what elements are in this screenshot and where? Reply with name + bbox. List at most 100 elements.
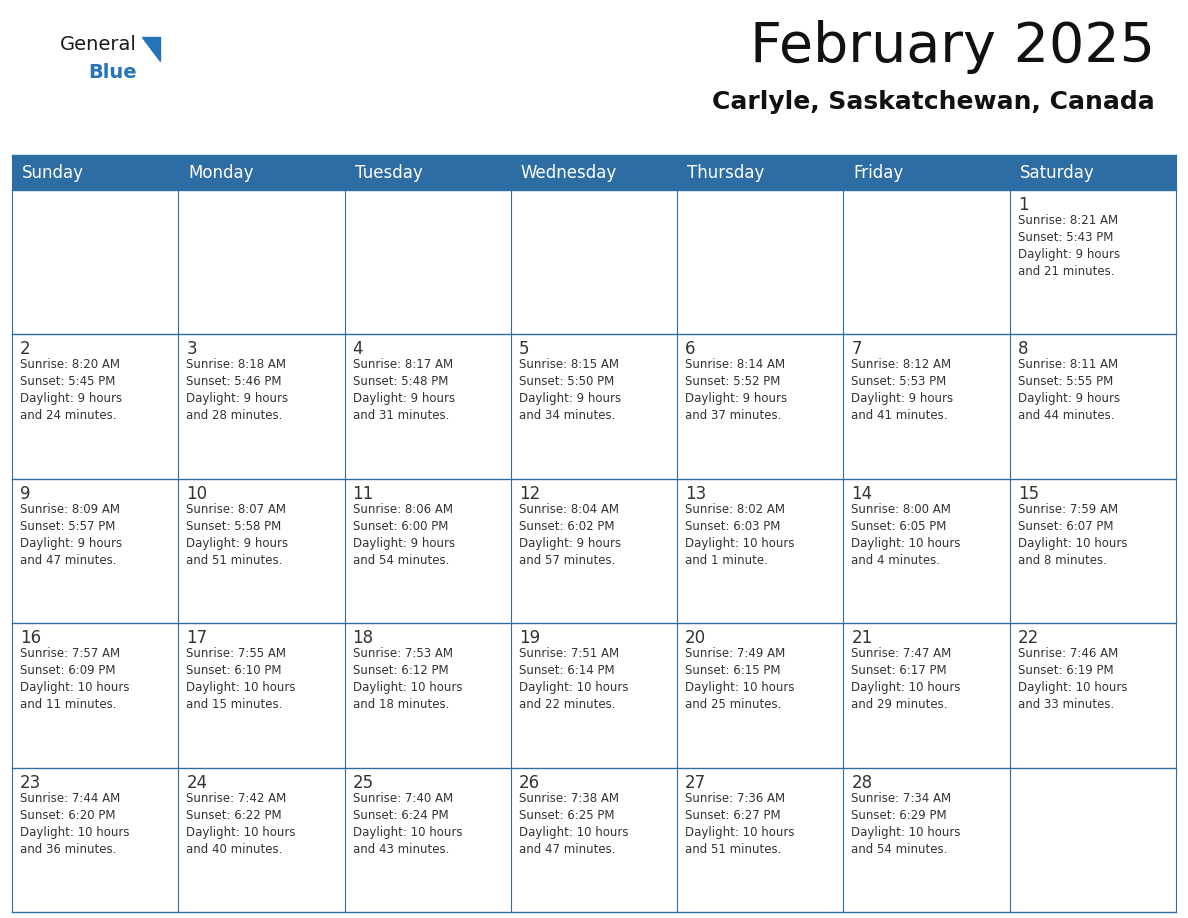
Text: Sunset: 5:50 PM: Sunset: 5:50 PM (519, 375, 614, 388)
Text: and 47 minutes.: and 47 minutes. (20, 554, 116, 566)
Text: February 2025: February 2025 (750, 20, 1155, 74)
Text: Sunset: 5:45 PM: Sunset: 5:45 PM (20, 375, 115, 388)
Bar (1010, 623, 1176, 767)
Text: Daylight: 9 hours: Daylight: 9 hours (353, 537, 455, 550)
Text: Daylight: 10 hours: Daylight: 10 hours (20, 825, 129, 839)
Text: Tuesday: Tuesday (354, 163, 422, 182)
Text: Sunset: 6:17 PM: Sunset: 6:17 PM (852, 665, 947, 677)
Bar (1010, 479, 1176, 623)
Text: Daylight: 9 hours: Daylight: 9 hours (187, 537, 289, 550)
Bar (677, 479, 843, 623)
Text: Sunset: 6:25 PM: Sunset: 6:25 PM (519, 809, 614, 822)
Bar (1010, 767, 1176, 912)
Text: and 28 minutes.: and 28 minutes. (187, 409, 283, 422)
Text: Sunset: 5:55 PM: Sunset: 5:55 PM (1018, 375, 1113, 388)
Text: Sunset: 5:43 PM: Sunset: 5:43 PM (1018, 231, 1113, 244)
Text: Sunrise: 7:57 AM: Sunrise: 7:57 AM (20, 647, 120, 660)
Bar (178, 623, 345, 767)
Text: Daylight: 9 hours: Daylight: 9 hours (187, 392, 289, 406)
Text: Sunset: 5:53 PM: Sunset: 5:53 PM (852, 375, 947, 388)
Text: and 47 minutes.: and 47 minutes. (519, 843, 615, 856)
Text: 2: 2 (20, 341, 31, 358)
Text: Monday: Monday (188, 163, 254, 182)
Text: and 24 minutes.: and 24 minutes. (20, 409, 116, 422)
Bar (345, 767, 511, 912)
Bar (12, 623, 178, 767)
Text: Daylight: 9 hours: Daylight: 9 hours (1018, 392, 1120, 406)
Text: 4: 4 (353, 341, 364, 358)
Text: Sunset: 6:10 PM: Sunset: 6:10 PM (187, 665, 282, 677)
Text: 20: 20 (685, 629, 707, 647)
Text: Sunrise: 8:20 AM: Sunrise: 8:20 AM (20, 358, 120, 372)
Text: 15: 15 (1018, 485, 1038, 503)
Text: Sunset: 6:05 PM: Sunset: 6:05 PM (852, 520, 947, 532)
Bar (345, 623, 511, 767)
Text: Sunrise: 7:42 AM: Sunrise: 7:42 AM (187, 791, 286, 804)
Text: Sunset: 6:12 PM: Sunset: 6:12 PM (353, 665, 448, 677)
Text: Sunrise: 8:04 AM: Sunrise: 8:04 AM (519, 503, 619, 516)
Text: Sunrise: 8:18 AM: Sunrise: 8:18 AM (187, 358, 286, 372)
Polygon shape (143, 37, 160, 61)
Text: 7: 7 (852, 341, 862, 358)
Text: 23: 23 (20, 774, 42, 791)
Text: Sunset: 6:15 PM: Sunset: 6:15 PM (685, 665, 781, 677)
Text: 5: 5 (519, 341, 530, 358)
Text: 12: 12 (519, 485, 541, 503)
Text: Sunset: 6:07 PM: Sunset: 6:07 PM (1018, 520, 1113, 532)
Text: Daylight: 10 hours: Daylight: 10 hours (187, 681, 296, 694)
Text: Wednesday: Wednesday (520, 163, 617, 182)
Text: Sunrise: 8:00 AM: Sunrise: 8:00 AM (852, 503, 952, 516)
Text: and 51 minutes.: and 51 minutes. (187, 554, 283, 566)
Bar (345, 479, 511, 623)
Text: Sunrise: 7:55 AM: Sunrise: 7:55 AM (187, 647, 286, 660)
Text: 14: 14 (852, 485, 872, 503)
Text: Daylight: 9 hours: Daylight: 9 hours (519, 392, 621, 406)
Bar (1010, 334, 1176, 479)
Text: Sunrise: 8:09 AM: Sunrise: 8:09 AM (20, 503, 120, 516)
Text: Sunrise: 7:44 AM: Sunrise: 7:44 AM (20, 791, 120, 804)
Bar (12, 155, 1176, 190)
Text: and 22 minutes.: and 22 minutes. (519, 699, 615, 711)
Bar (12, 334, 178, 479)
Text: Saturday: Saturday (1019, 163, 1094, 182)
Text: 19: 19 (519, 629, 541, 647)
Text: Daylight: 10 hours: Daylight: 10 hours (852, 681, 961, 694)
Text: 28: 28 (852, 774, 872, 791)
Bar (178, 334, 345, 479)
Text: Sunrise: 7:36 AM: Sunrise: 7:36 AM (685, 791, 785, 804)
Text: Sunset: 6:24 PM: Sunset: 6:24 PM (353, 809, 448, 822)
Text: Thursday: Thursday (687, 163, 765, 182)
Text: Friday: Friday (853, 163, 904, 182)
Text: Sunrise: 8:07 AM: Sunrise: 8:07 AM (187, 503, 286, 516)
Text: Daylight: 10 hours: Daylight: 10 hours (685, 681, 795, 694)
Bar (677, 767, 843, 912)
Bar (843, 767, 1010, 912)
Bar (843, 623, 1010, 767)
Text: and 15 minutes.: and 15 minutes. (187, 699, 283, 711)
Text: and 41 minutes.: and 41 minutes. (852, 409, 948, 422)
Bar (511, 767, 677, 912)
Text: and 54 minutes.: and 54 minutes. (353, 554, 449, 566)
Bar (511, 334, 677, 479)
Text: 1: 1 (1018, 196, 1029, 214)
Bar (12, 190, 178, 334)
Text: Daylight: 10 hours: Daylight: 10 hours (519, 825, 628, 839)
Text: Sunrise: 8:15 AM: Sunrise: 8:15 AM (519, 358, 619, 372)
Text: Sunset: 5:57 PM: Sunset: 5:57 PM (20, 520, 115, 532)
Text: Daylight: 9 hours: Daylight: 9 hours (852, 392, 954, 406)
Text: 25: 25 (353, 774, 374, 791)
Bar (178, 190, 345, 334)
Text: Daylight: 10 hours: Daylight: 10 hours (852, 537, 961, 550)
Text: Sunrise: 8:21 AM: Sunrise: 8:21 AM (1018, 214, 1118, 227)
Bar (843, 334, 1010, 479)
Text: Sunday: Sunday (23, 163, 84, 182)
Bar (843, 479, 1010, 623)
Text: Sunset: 5:52 PM: Sunset: 5:52 PM (685, 375, 781, 388)
Text: Sunrise: 8:14 AM: Sunrise: 8:14 AM (685, 358, 785, 372)
Text: Sunset: 5:46 PM: Sunset: 5:46 PM (187, 375, 282, 388)
Text: and 18 minutes.: and 18 minutes. (353, 699, 449, 711)
Text: Sunset: 6:00 PM: Sunset: 6:00 PM (353, 520, 448, 532)
Text: 10: 10 (187, 485, 208, 503)
Text: Daylight: 10 hours: Daylight: 10 hours (685, 825, 795, 839)
Text: and 40 minutes.: and 40 minutes. (187, 843, 283, 856)
